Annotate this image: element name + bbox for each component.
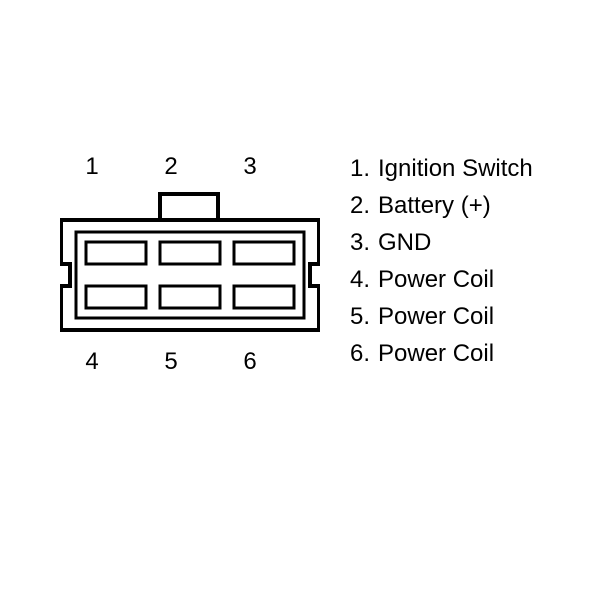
legend-item-4: 4.Power Coil (350, 261, 533, 298)
legend-item-number: 2. (350, 187, 370, 224)
legend-item-number: 4. (350, 261, 370, 298)
pin-legend: 1.Ignition Switch2.Battery (+)3.GND4.Pow… (350, 150, 533, 372)
legend-item-label: Ignition Switch (378, 150, 533, 187)
connector-svg (60, 190, 320, 340)
pin-slot-3 (234, 242, 294, 264)
legend-item-number: 6. (350, 335, 370, 372)
pin-slot-4 (86, 286, 146, 308)
connector-inner-frame (76, 232, 304, 318)
legend-item-number: 1. (350, 150, 370, 187)
legend-item-label: GND (378, 224, 431, 261)
pin-slot-2 (160, 242, 220, 264)
pin-number-4: 4 (82, 348, 102, 376)
connector-lock-tab (160, 194, 218, 220)
legend-item-6: 6.Power Coil (350, 335, 533, 372)
pin-number-6: 6 (240, 348, 260, 376)
legend-item-number: 5. (350, 298, 370, 335)
pin-slot-1 (86, 242, 146, 264)
pin-slot-5 (160, 286, 220, 308)
connector-pinout-figure: 1 2 3 4 5 6 1.Ignition Switch2.Battery (+)3.G… (0, 0, 600, 600)
pin-slot-6 (234, 286, 294, 308)
connector-drawing (60, 190, 320, 345)
legend-item-2: 2.Battery (+) (350, 187, 533, 224)
legend-item-label: Battery (+) (378, 187, 491, 224)
legend-item-1: 1.Ignition Switch (350, 150, 533, 187)
pin-number-5: 5 (161, 348, 181, 376)
legend-item-label: Power Coil (378, 261, 494, 298)
legend-item-3: 3.GND (350, 224, 533, 261)
connector-outer-shell (61, 220, 319, 330)
legend-item-number: 3. (350, 224, 370, 261)
legend-item-label: Power Coil (378, 298, 494, 335)
pin-number-2: 2 (161, 153, 181, 181)
pin-number-1: 1 (82, 153, 102, 181)
pin-number-3: 3 (240, 153, 260, 181)
legend-item-5: 5.Power Coil (350, 298, 533, 335)
legend-item-label: Power Coil (378, 335, 494, 372)
